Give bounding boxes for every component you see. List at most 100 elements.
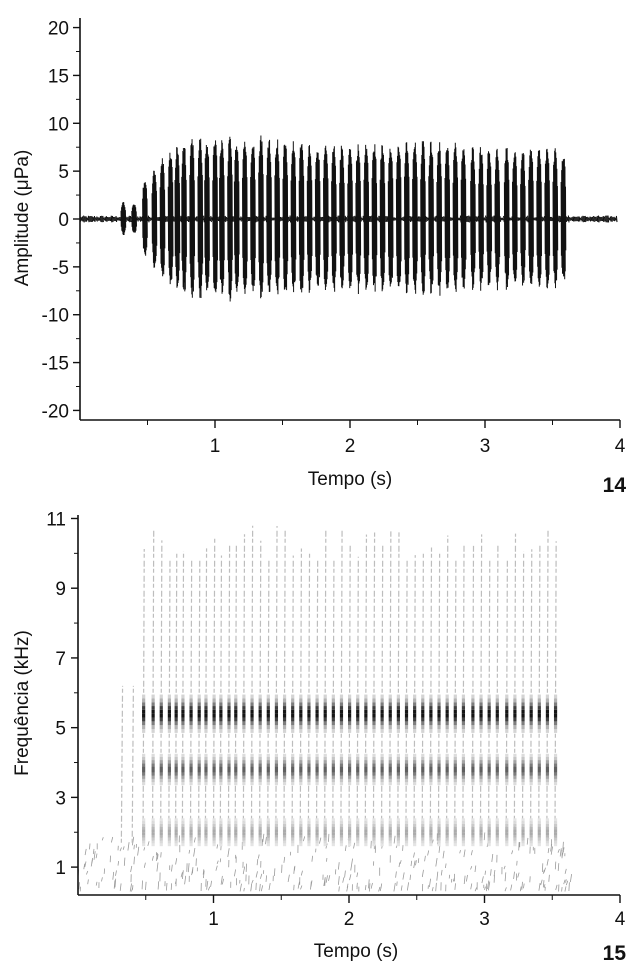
panel-number-14: 14 <box>603 474 627 497</box>
waveform-pulse <box>233 146 240 292</box>
spectrogram-pulse <box>437 553 441 847</box>
waveform-pulse-trace <box>452 142 459 292</box>
waveform-x-axis-title: Tempo (s) <box>308 469 392 490</box>
waveform-y-tick-label: -10 <box>42 306 69 327</box>
spectrogram-pulse <box>413 555 417 847</box>
waveform-x-tick-label: 1 <box>210 436 221 457</box>
spectrogram-pulse-stem <box>160 540 163 843</box>
waveform-pulse <box>520 153 526 286</box>
waveform-pulse <box>503 147 510 290</box>
spectrogram-pulse-stem <box>234 543 237 843</box>
spectrogram-noise-marks <box>77 832 572 892</box>
waveform-plot-area <box>79 135 618 302</box>
waveform-pulse-trace <box>355 144 362 295</box>
spectrogram-pulse-stem <box>546 528 549 843</box>
waveform-x-tick-label: 4 <box>615 436 626 457</box>
waveform-pulse <box>363 144 370 290</box>
waveform-panel: 20 15 10 5 0 -5 -10 -15 -20 1 2 3 4 Tempo (s) Ampli… <box>12 18 626 497</box>
spectrogram-pulse <box>151 530 155 847</box>
waveform-y-tick-label: 10 <box>48 114 69 135</box>
waveform-pulse <box>181 147 187 292</box>
spectrogram-pulse-stem <box>275 526 278 843</box>
spectrogram-noise <box>77 832 572 892</box>
waveform-pulse-trace <box>478 147 484 291</box>
waveform-pulse-trace <box>436 142 443 296</box>
waveform-pulse-trace <box>197 138 204 299</box>
waveform-pulse <box>452 142 459 292</box>
spectrogram-y-tick-label: 11 <box>46 509 66 530</box>
waveform-pulse <box>347 148 353 289</box>
spectrogram-pulse-stem <box>258 540 262 843</box>
waveform-pulse-trace <box>314 152 321 286</box>
waveform-pulse-trace <box>512 152 518 282</box>
waveform-y-ticks: 20 15 10 5 0 -5 -10 -15 -20 <box>42 19 80 422</box>
waveform-pulse-trace <box>412 142 418 294</box>
spectrogram-y-tick-label: 3 <box>55 788 66 809</box>
waveform-pulse <box>444 147 451 289</box>
waveform-pulse-trace <box>536 150 542 287</box>
spectrogram-pulse <box>174 552 178 847</box>
spectrogram-pulse <box>299 548 303 847</box>
waveform-pulse <box>274 139 281 295</box>
spectrogram-y-ticks: 11 9 7 5 3 1 <box>46 509 78 879</box>
spectrogram-pulse-stem <box>242 534 246 843</box>
spectrogram-x-tick-label: 2 <box>344 909 355 930</box>
waveform-pulse <box>355 144 362 295</box>
waveform-pulse-trace <box>331 146 337 292</box>
spectrogram-pulse <box>404 559 409 847</box>
spectrogram-pulse <box>291 555 295 847</box>
waveform-pulse-trace <box>167 152 174 285</box>
waveform-pulse <box>120 201 127 236</box>
spectrogram-pulse <box>453 559 457 847</box>
waveform-pulse-trace <box>503 147 510 290</box>
spectrogram-pulse-stem <box>397 532 400 843</box>
waveform-pulse <box>428 141 434 294</box>
waveform-x-ticks: 1 2 3 4 <box>147 420 626 457</box>
waveform-pulse-trace <box>290 141 297 293</box>
spectrogram-pulse-stem <box>389 531 392 843</box>
spectrogram-pulse <box>348 544 352 847</box>
waveform-pulse-trace <box>212 140 218 293</box>
waveform-pulse <box>379 145 386 292</box>
spectrogram-pulse-stem <box>227 543 231 843</box>
spectrogram-x-tick-label: 4 <box>615 909 626 930</box>
waveform-pulse <box>282 144 289 291</box>
waveform-y-tick-label: 0 <box>58 210 69 231</box>
waveform-pulse-trace <box>347 148 353 289</box>
spectrogram-pulse <box>189 558 193 847</box>
waveform-pulse <box>212 140 218 293</box>
waveform-pulse-trace <box>379 145 386 292</box>
waveform-pulse <box>167 152 174 285</box>
spectrogram-pulse <box>219 555 223 847</box>
waveform-pulse <box>323 145 329 291</box>
waveform-pulse-trace <box>189 139 196 298</box>
spectrogram-pulse <box>487 559 491 847</box>
spectrogram-pulse-stem <box>479 534 483 843</box>
waveform-pulse <box>339 145 345 289</box>
waveform-pulse <box>404 142 410 294</box>
spectrogram-pulse <box>513 533 517 847</box>
spectrogram-pulse <box>364 534 368 847</box>
waveform-pulse <box>420 141 426 295</box>
spectrogram-y-tick-label: 9 <box>55 579 66 600</box>
spectrogram-x-axis-title: Tempo (s) <box>314 941 398 962</box>
waveform-pulse <box>331 146 337 292</box>
waveform-pulse-trace <box>520 153 526 286</box>
spectrogram-pulse-stem <box>513 533 517 843</box>
waveform-pulse <box>151 170 158 268</box>
spectrogram-pulse-stem <box>340 529 343 843</box>
waveform-pulse-trace <box>131 204 137 233</box>
waveform-pulse-trace <box>494 148 501 291</box>
waveform-y-tick-label: -5 <box>52 258 69 279</box>
waveform-pulse-trace <box>233 146 240 292</box>
waveform-pulse <box>552 148 559 289</box>
waveform-pulse <box>395 146 402 287</box>
waveform-pulse-trace <box>142 182 148 256</box>
spectrogram-pulse <box>282 529 287 847</box>
waveform-pulse-trace <box>174 147 181 288</box>
waveform-pulse-trace <box>470 147 476 290</box>
waveform-pulse <box>298 143 305 293</box>
spectrogram-pulse <box>266 559 270 847</box>
spectrogram-pulse <box>204 548 208 847</box>
spectrogram-pulse-stem <box>471 545 475 843</box>
